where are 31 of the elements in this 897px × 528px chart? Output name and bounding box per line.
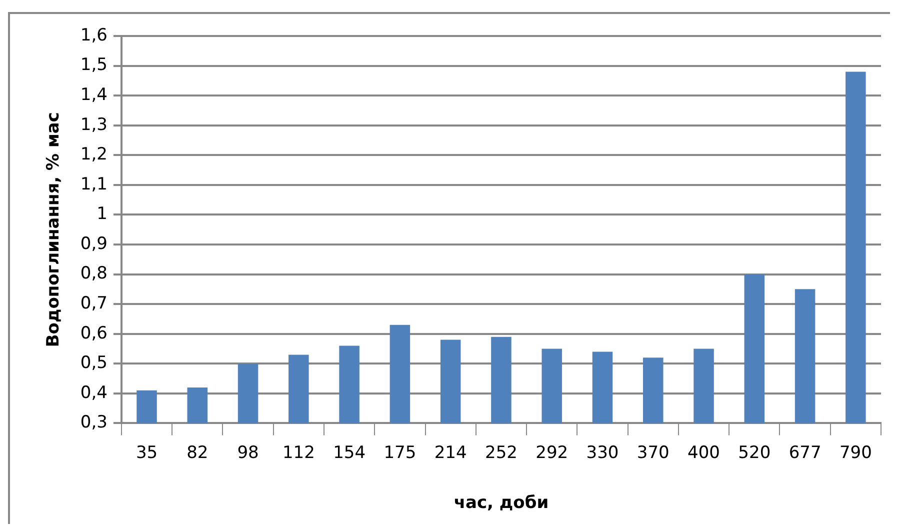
x-tick-label: 175 [384, 442, 416, 463]
y-tick-label: 1,5 [80, 55, 108, 76]
y-tick-label: 0,9 [80, 234, 108, 254]
y-tick-label: 1 [96, 204, 108, 224]
x-tick-label: 112 [282, 442, 315, 463]
x-tick-label: 292 [536, 442, 568, 463]
y-axis-title: Водопоглинання, % мас [44, 112, 64, 348]
x-tick-label: 154 [333, 442, 366, 463]
x-tick-label: 370 [636, 442, 670, 463]
y-tick-label: 0,8 [80, 264, 108, 284]
x-tick-label: 35 [136, 442, 158, 463]
x-tick-label: 790 [839, 442, 872, 463]
x-tick-label: 82 [186, 442, 208, 463]
y-tick-label: 1,6 [80, 25, 108, 46]
x-tick-label: 214 [434, 442, 467, 463]
y-tick-label: 1,3 [80, 114, 108, 135]
x-tick-label: 98 [237, 442, 259, 463]
x-tick-label: 252 [484, 442, 518, 463]
x-axis-title: час, доби [454, 493, 549, 514]
y-tick-label: 1,4 [80, 84, 108, 105]
x-tick-label: 400 [688, 442, 720, 463]
y-tick-label: 0,4 [80, 382, 108, 403]
x-tick-label: 330 [586, 442, 619, 463]
y-tick-label: 0,3 [80, 412, 108, 433]
x-tick-label: 677 [788, 442, 822, 463]
y-tick-label: 1,1 [80, 174, 108, 194]
y-tick-label: 1,2 [80, 144, 108, 165]
y-tick-label: 0,5 [80, 353, 108, 374]
y-tick-label: 0,7 [80, 293, 108, 314]
y-tick-label: 0,6 [80, 323, 108, 344]
x-tick-label: 520 [738, 442, 771, 463]
